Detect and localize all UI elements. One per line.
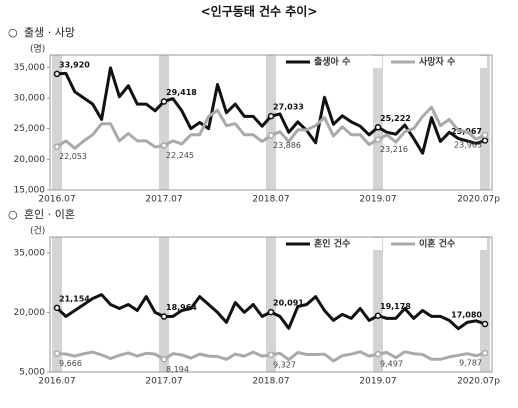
data-label: 29,418	[166, 88, 197, 97]
period-band	[373, 237, 383, 372]
period-band	[266, 55, 276, 190]
legend-label: 출생아 수	[314, 56, 350, 68]
data-label: 22,053	[59, 152, 87, 161]
unit-label: (명)	[30, 44, 45, 55]
period-band	[52, 55, 62, 190]
x-tick-label: 2019.07	[359, 377, 396, 387]
point-marker	[481, 349, 489, 357]
data-label: 23,216	[380, 145, 408, 154]
data-label: 18,964	[166, 303, 197, 312]
point-marker	[267, 112, 275, 120]
point-marker	[481, 137, 489, 144]
point-marker	[53, 143, 61, 150]
point-marker	[267, 132, 275, 139]
data-label: 9,666	[59, 359, 82, 368]
y-tick-label: 5,000	[19, 368, 45, 378]
point-marker	[53, 70, 61, 78]
period-band	[159, 237, 169, 372]
y-tick-label: 20,000	[14, 308, 46, 318]
period-band	[480, 237, 490, 372]
point-marker	[374, 350, 382, 358]
data-label: 23,963	[454, 140, 482, 149]
y-tick-label: 15,000	[14, 186, 46, 196]
data-label: 19,178	[380, 302, 411, 311]
plot-frame	[49, 54, 493, 191]
point-marker	[481, 320, 489, 328]
point-marker	[374, 124, 382, 131]
data-label: 9,787	[459, 358, 482, 367]
data-label: 17,080	[451, 311, 482, 320]
x-tick-label: 2018.07	[252, 377, 289, 387]
point-marker	[160, 356, 168, 363]
point-marker	[374, 312, 382, 319]
x-tick-label: 2020.07p	[457, 377, 500, 387]
y-tick-label: 35,000	[14, 63, 46, 73]
data-label: 23,886	[273, 141, 301, 150]
x-tick-label: 2017.07	[145, 377, 182, 387]
data-label: 25,222	[380, 114, 411, 123]
period-band	[480, 55, 490, 190]
data-label: 27,033	[273, 103, 304, 112]
data-label: 9,497	[380, 360, 403, 369]
point-marker	[374, 136, 382, 143]
legend-label: 사망자 수	[419, 56, 455, 68]
legend-label: 혼인 건수	[314, 238, 350, 250]
point-marker	[267, 351, 275, 359]
data-label: 9,327	[273, 360, 296, 369]
page-title: <인구동태 건수 추이>	[201, 4, 318, 19]
bullet: ○	[8, 26, 18, 39]
y-tick-label: 35,000	[14, 248, 46, 258]
point-marker	[160, 142, 168, 149]
period-band	[52, 237, 62, 372]
x-tick-label: 2020.07p	[457, 195, 500, 205]
point-marker	[267, 308, 275, 316]
x-tick-label: 2017.07	[145, 195, 182, 205]
data-label: 20,091	[273, 299, 304, 308]
legend-box	[387, 56, 487, 68]
period-band	[373, 55, 383, 190]
y-tick-label: 20,000	[14, 155, 46, 165]
y-tick-label: 25,000	[14, 124, 46, 134]
legend-box	[387, 238, 487, 250]
point-marker	[53, 350, 61, 357]
data-label: 33,920	[59, 60, 90, 69]
x-tick-label: 2016.07	[38, 377, 75, 387]
x-tick-label: 2018.07	[252, 195, 289, 205]
point-marker	[53, 304, 61, 312]
data-label: 8,194	[166, 365, 189, 374]
period-band	[159, 55, 169, 190]
legend-box	[282, 56, 382, 68]
plot-frame	[49, 236, 493, 373]
point-marker	[160, 313, 168, 320]
point-marker	[160, 98, 168, 105]
x-tick-label: 2019.07	[359, 195, 396, 205]
period-band	[266, 237, 276, 372]
y-tick-label: 30,000	[14, 93, 46, 103]
unit-label: (건)	[30, 226, 45, 237]
legend-label: 이혼 건수	[419, 238, 455, 250]
x-tick-label: 2016.07	[38, 195, 75, 205]
data-label: 22,245	[166, 151, 194, 160]
chart-title: 출생 · 사망	[24, 26, 75, 39]
bullet: ○	[8, 208, 18, 221]
chart-title: 혼인 · 이혼	[24, 208, 75, 221]
data-label: 21,154	[59, 294, 90, 303]
point-marker	[481, 131, 489, 139]
legend-box	[282, 238, 382, 250]
